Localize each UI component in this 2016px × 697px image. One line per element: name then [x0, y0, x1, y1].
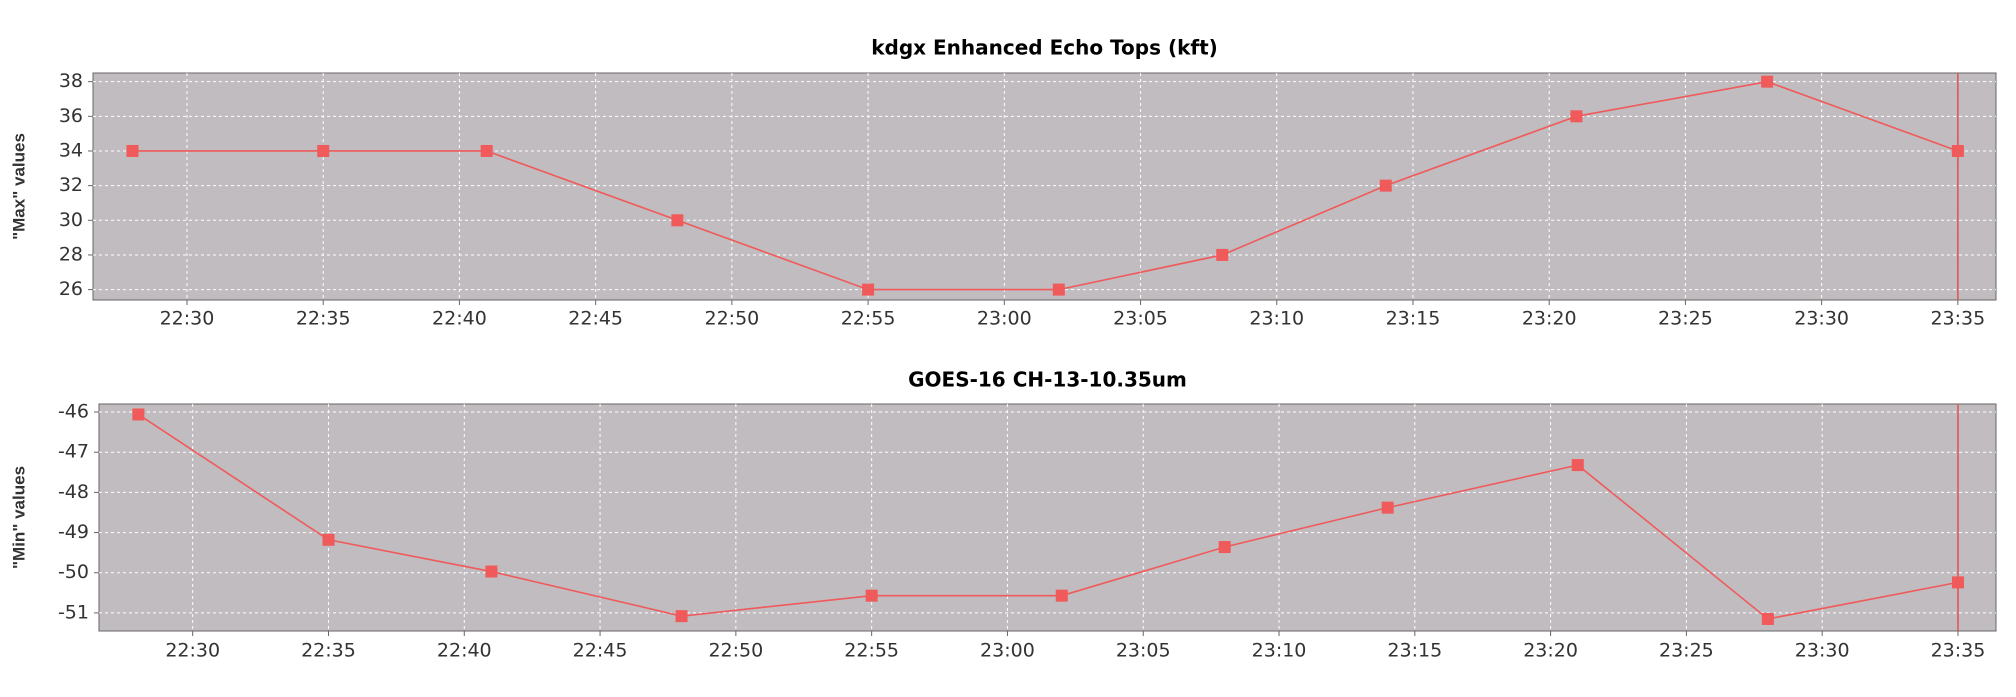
- y-tick-label: 28: [59, 243, 83, 265]
- y-tick-label: 26: [59, 278, 83, 300]
- y-tick-label: -48: [58, 481, 89, 503]
- point: [1571, 459, 1584, 472]
- point: [862, 283, 875, 296]
- y-tick-label: 32: [59, 174, 83, 196]
- plot-area: [98, 403, 1997, 632]
- point: [1052, 283, 1065, 296]
- y-tick-label: 36: [59, 105, 83, 127]
- x-tick-label: 22:30: [160, 308, 215, 330]
- point: [865, 589, 878, 602]
- y-tick-label: 38: [59, 70, 83, 92]
- x-tick-label: 22:50: [704, 308, 759, 330]
- point: [1761, 75, 1774, 88]
- x-tick-label: 22:55: [844, 640, 899, 662]
- y-tick-label: -50: [58, 561, 89, 583]
- x-tick-label: 22:40: [432, 308, 487, 330]
- x-tick-label: 22:40: [437, 640, 492, 662]
- chart-title: kdgx Enhanced Echo Tops (kft): [871, 36, 1218, 60]
- chart-title: GOES-16 CH-13-10.35um: [908, 368, 1187, 392]
- point: [1218, 541, 1231, 554]
- point: [1216, 248, 1229, 261]
- x-tick-label: 23:25: [1658, 308, 1713, 330]
- point: [1381, 501, 1394, 514]
- y-tick-label: -49: [58, 521, 89, 543]
- point: [132, 408, 145, 421]
- point: [480, 144, 493, 157]
- x-tick-label: 23:15: [1387, 640, 1442, 662]
- x-tick-label: 23:35: [1930, 308, 1985, 330]
- point: [1951, 576, 1964, 589]
- point: [671, 214, 684, 227]
- point: [322, 533, 335, 546]
- point: [1761, 612, 1774, 625]
- x-tick-label: 23:10: [1249, 308, 1304, 330]
- x-tick-label: 23:30: [1795, 640, 1850, 662]
- y-tick-label: 30: [59, 209, 83, 231]
- x-tick-label: 23:20: [1523, 640, 1578, 662]
- x-tick-label: 22:50: [708, 640, 763, 662]
- x-tick-label: 23:20: [1522, 308, 1577, 330]
- point: [1951, 144, 1964, 157]
- x-tick-label: 22:35: [301, 640, 356, 662]
- point: [1379, 179, 1392, 192]
- x-tick-label: 22:55: [841, 308, 896, 330]
- plot-area: [92, 72, 1997, 301]
- point: [485, 565, 498, 578]
- point: [675, 610, 688, 623]
- x-tick-label: 23:15: [1386, 308, 1441, 330]
- x-tick-label: 22:45: [573, 640, 628, 662]
- x-tick-label: 23:05: [1113, 308, 1168, 330]
- y-tick-label: -51: [58, 601, 89, 623]
- x-tick-label: 22:45: [568, 308, 623, 330]
- x-tick-label: 22:30: [165, 640, 220, 662]
- y-axis-label: "Min" values: [9, 466, 28, 569]
- y-tick-label: -46: [58, 401, 89, 423]
- y-tick-label: 34: [59, 139, 83, 161]
- point: [126, 144, 139, 157]
- x-tick-label: 23:00: [977, 308, 1032, 330]
- x-tick-label: 22:35: [296, 308, 351, 330]
- x-tick-label: 23:30: [1794, 308, 1849, 330]
- x-tick-label: 23:10: [1252, 640, 1307, 662]
- x-tick-label: 23:05: [1116, 640, 1171, 662]
- point: [317, 144, 330, 157]
- x-tick-label: 23:25: [1659, 640, 1714, 662]
- y-axis-label: "Max" values: [9, 133, 28, 240]
- point: [1570, 110, 1583, 123]
- x-tick-label: 23:35: [1931, 640, 1986, 662]
- point: [1055, 589, 1068, 602]
- x-tick-label: 23:00: [980, 640, 1035, 662]
- y-tick-label: -47: [58, 441, 89, 463]
